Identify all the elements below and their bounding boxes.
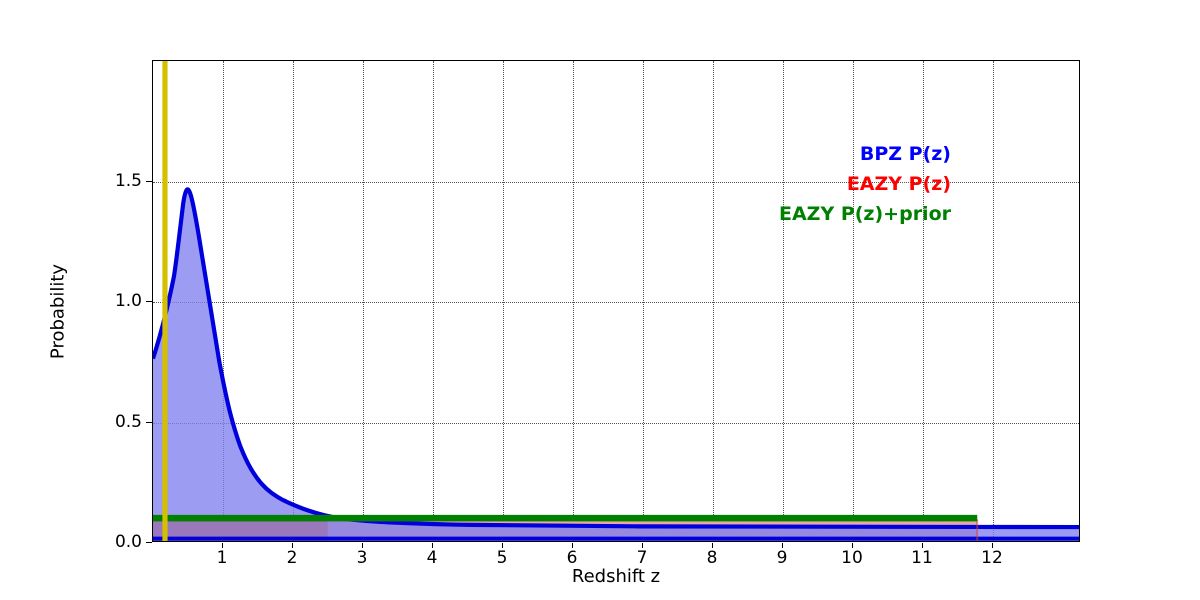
x-tick-label-9: 9 — [776, 548, 788, 568]
x-tick-label-2: 2 — [286, 548, 298, 568]
gridline-v-6 — [573, 61, 574, 541]
x-tick-mark-9 — [782, 543, 783, 548]
y-tick-mark-0 — [146, 542, 152, 543]
x-tick-label-5: 5 — [496, 548, 508, 568]
x-tick-label-11: 11 — [911, 548, 933, 568]
legend-entry-eazy-prior: EAZY P(z)+prior — [778, 203, 951, 225]
x-tick-mark-3 — [362, 543, 363, 548]
legend-entry-bpz: BPZ P(z) — [859, 143, 951, 165]
plot-area: BPZ P(z) EAZY P(z) EAZY P(z)+prior — [152, 60, 1080, 542]
x-tick-label-1: 1 — [216, 548, 228, 568]
gridline-v-8 — [713, 61, 714, 541]
x-tick-label-7: 7 — [636, 548, 648, 568]
gridline-v-10 — [853, 61, 854, 541]
gridline-v-4 — [433, 61, 434, 541]
y-tick-mark-1 — [146, 422, 152, 423]
gridline-v-7 — [643, 61, 644, 541]
x-axis-label: Redshift z — [571, 566, 661, 587]
x-tick-mark-10 — [852, 543, 853, 548]
x-tick-mark-12 — [992, 543, 993, 548]
gridline-v-5 — [503, 61, 504, 541]
y-tick-label-0: 0.0 — [114, 532, 142, 552]
y-tick-mark-2 — [146, 301, 152, 302]
gridline-v-12 — [993, 61, 994, 541]
gridline-v-3 — [363, 61, 364, 541]
x-tick-label-3: 3 — [356, 548, 368, 568]
y-tick-label-2: 1.0 — [114, 291, 142, 311]
bpz-pz-fill — [153, 189, 1079, 541]
legend-entry-eazy: EAZY P(z) — [846, 173, 951, 195]
x-tick-label-6: 6 — [566, 548, 578, 568]
bpz-pz-line — [153, 187, 1079, 530]
gridline-v-9 — [783, 61, 784, 541]
gridline-h-0p5 — [153, 423, 1079, 424]
x-tick-mark-6 — [572, 543, 573, 548]
legend: BPZ P(z) EAZY P(z) EAZY P(z)+prior — [779, 139, 951, 229]
gridline-v-2 — [293, 61, 294, 541]
x-tick-mark-8 — [712, 543, 713, 548]
chart-curves — [153, 61, 1079, 541]
x-tick-mark-4 — [432, 543, 433, 548]
y-tick-mark-3 — [146, 181, 152, 182]
gridline-h-1p5 — [153, 182, 1079, 183]
gridline-h-1p0 — [153, 302, 1079, 303]
x-tick-mark-5 — [502, 543, 503, 548]
y-axis-label: Probability — [47, 263, 69, 360]
x-tick-label-4: 4 — [426, 548, 438, 568]
y-tick-label-3: 1.5 — [114, 171, 142, 191]
x-tick-mark-7 — [642, 543, 643, 548]
y-tick-label-1: 0.5 — [114, 412, 142, 432]
x-tick-mark-11 — [922, 543, 923, 548]
gridline-v-1 — [223, 61, 224, 541]
overlap-region — [153, 520, 328, 541]
x-tick-label-12: 12 — [981, 548, 1003, 568]
x-tick-mark-2 — [292, 543, 293, 548]
x-tick-label-10: 10 — [841, 548, 863, 568]
x-tick-mark-1 — [222, 543, 223, 548]
gridline-v-11 — [923, 61, 924, 541]
x-tick-label-8: 8 — [706, 548, 718, 568]
